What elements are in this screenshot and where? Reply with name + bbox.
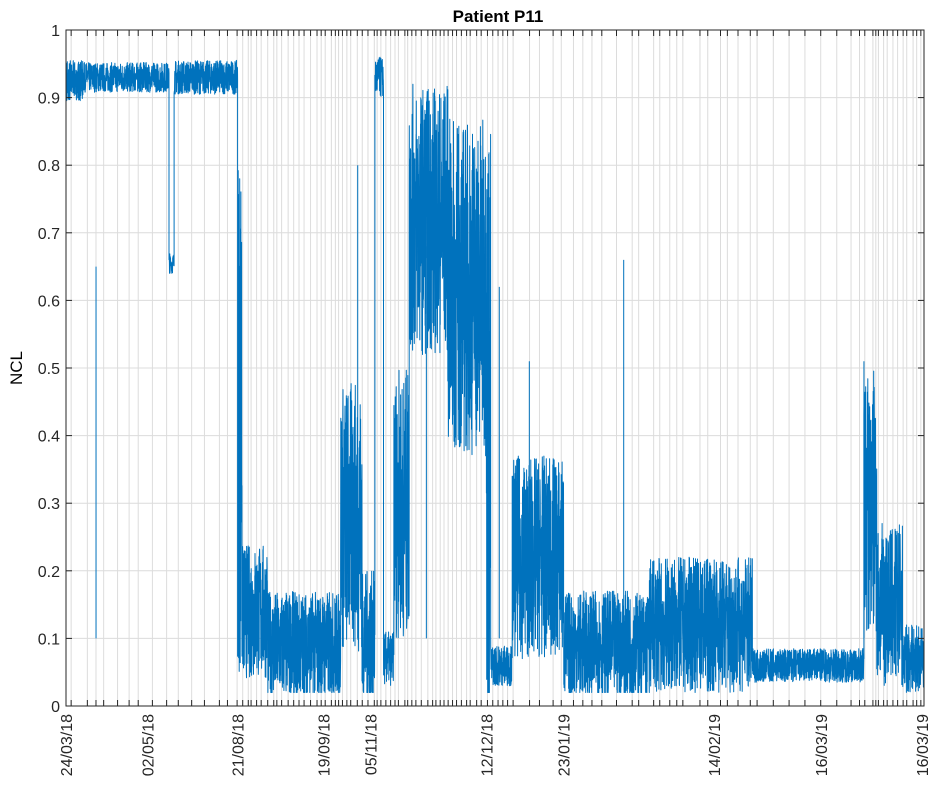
chart-title: Patient P11 [453,7,544,26]
x-tick-label: 12/12/18 [479,714,496,776]
x-tick-label: 05/11/18 [364,714,381,775]
y-tick-label: 0.6 [38,293,60,310]
x-tick-label: 21/08/18 [231,714,248,776]
x-tick-label: 24/03/18 [59,714,76,776]
y-tick-label: 1 [51,23,60,40]
y-axis-label: NCL [7,351,26,385]
data-layer [65,56,925,693]
y-tick-label: 0.5 [38,361,60,378]
x-tick-label: 19/09/18 [316,714,333,776]
y-tick-label: 0.1 [38,631,60,648]
tick-layer: 0 0.1 0.2 0.3 0.4 0.5 0.6 0.7 0.8 0.9 1 24/03/18 02/… [38,23,932,776]
y-tick-label: 0.2 [38,564,60,581]
y-tick-label: 0.3 [38,496,60,513]
y-tick-label: 0.8 [38,158,60,175]
y-tick-label: 0.7 [38,226,60,243]
y-tick-label: 0.9 [38,91,60,108]
x-tick-label: 14/02/19 [707,714,724,776]
x-tick-label: 02/05/18 [141,714,158,776]
series-line [65,56,925,693]
y-tick-label: 0 [51,699,60,716]
x-tick-label: 23/01/19 [557,714,574,776]
y-tick-label: 0.4 [38,429,60,446]
x-tick-label: 16/03/19 [814,714,831,776]
x-tick-label: 16/03/19 [915,714,932,776]
